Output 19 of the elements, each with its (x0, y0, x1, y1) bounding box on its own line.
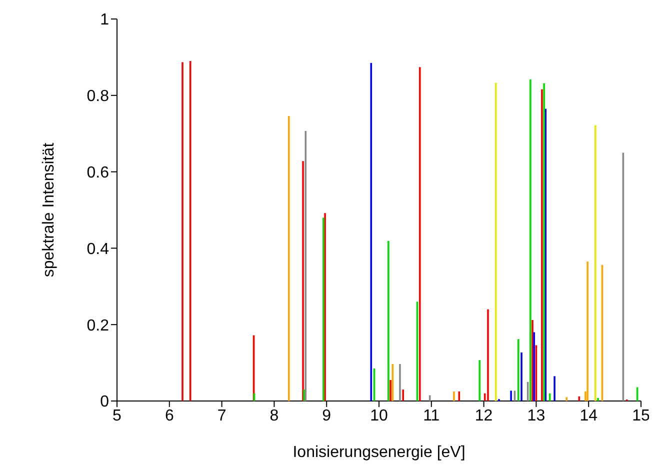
y-tick-label: 0 (100, 394, 110, 411)
x-tick-label: 12 (474, 407, 493, 424)
x-tick-label: 5 (112, 407, 122, 424)
x-tick-label: 8 (270, 407, 279, 424)
x-tick-label: 9 (322, 407, 332, 424)
x-tick-label: 15 (632, 407, 650, 424)
y-tick-label: 0.8 (86, 88, 110, 106)
x-tick-label: 11 (423, 407, 440, 424)
x-tick-label: 7 (217, 407, 226, 424)
x-tick-label: 6 (164, 407, 174, 424)
x-tick-label: 10 (370, 407, 388, 424)
y-tick-label: 0.6 (86, 164, 110, 182)
y-tick-label: 0.2 (86, 317, 110, 334)
x-axis-title: Ionisierungsenergie [eV] (292, 444, 466, 461)
y-axis-title: spektrale Intensität (40, 142, 58, 278)
y-tick-label: 0.4 (86, 240, 110, 258)
x-tick-label: 14 (580, 407, 598, 424)
y-tick-label: 1 (100, 12, 110, 29)
x-tick-label: 13 (527, 407, 546, 424)
